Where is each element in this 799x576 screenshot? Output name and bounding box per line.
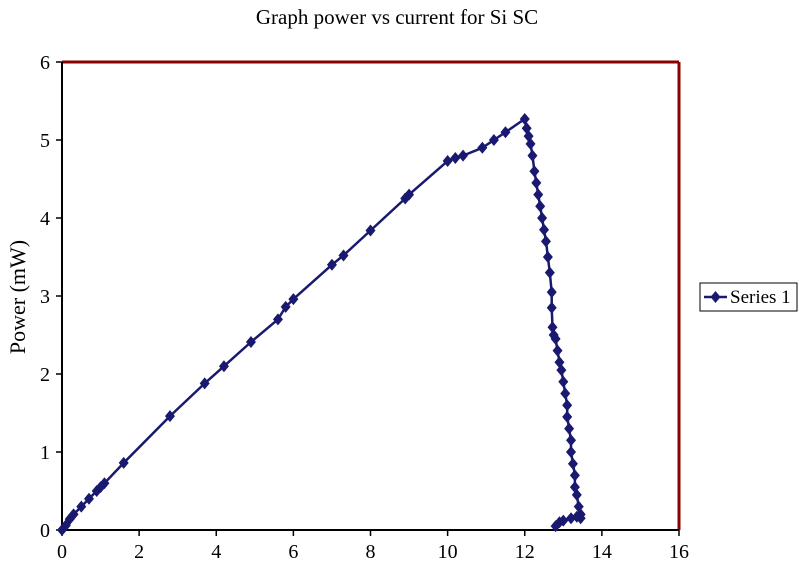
x-tick-label: 4 xyxy=(211,541,221,563)
x-tick-label: 0 xyxy=(57,541,67,563)
y-tick-label: 5 xyxy=(40,130,50,152)
data-point-marker xyxy=(547,321,558,334)
data-point-marker xyxy=(540,235,551,248)
x-tick-label: 14 xyxy=(592,541,612,563)
data-point-marker xyxy=(272,313,283,326)
data-point-marker xyxy=(525,137,536,150)
data-point-marker xyxy=(338,249,349,262)
plot-area xyxy=(61,60,681,531)
data-point-marker xyxy=(477,141,488,154)
data-point-marker xyxy=(519,112,530,125)
legend-marker xyxy=(710,291,721,303)
data-point-marker xyxy=(245,336,256,349)
y-axis-label: Power (mW) xyxy=(5,240,30,354)
data-point-marker xyxy=(326,258,337,271)
data-point-marker xyxy=(442,155,453,168)
data-point-marker xyxy=(566,446,577,458)
data-point-marker xyxy=(500,126,511,139)
data-point-marker xyxy=(546,286,557,299)
y-tick-label: 0 xyxy=(40,520,50,542)
data-point-marker xyxy=(529,165,540,178)
data-point-marker xyxy=(365,224,376,237)
data-point-marker xyxy=(552,344,563,357)
x-tick-label: 2 xyxy=(134,541,144,563)
data-point-marker xyxy=(404,188,415,201)
data-point-marker xyxy=(68,508,79,521)
x-tick-label: 10 xyxy=(438,541,458,563)
x-tick-label: 12 xyxy=(515,541,535,563)
data-point-marker xyxy=(564,422,575,435)
data-point-marker xyxy=(562,410,573,423)
series-layer xyxy=(57,112,586,536)
data-point-marker xyxy=(535,200,546,213)
data-point-marker xyxy=(558,375,569,388)
data-point-marker xyxy=(537,212,548,224)
data-point-marker xyxy=(550,332,561,345)
data-point-marker xyxy=(76,500,87,513)
data-point-marker xyxy=(83,492,94,505)
data-point-marker xyxy=(533,188,544,201)
data-point-marker xyxy=(99,477,110,490)
y-tick-label: 6 xyxy=(40,52,50,74)
y-tick-label: 1 xyxy=(40,442,50,464)
data-point-marker xyxy=(546,301,557,314)
data-point-marker xyxy=(571,488,582,501)
data-point-marker xyxy=(560,387,571,400)
data-point-marker xyxy=(544,266,555,279)
data-point-marker xyxy=(164,410,175,423)
series-line xyxy=(61,117,582,531)
data-point-marker xyxy=(199,377,210,390)
legend: Series 1 xyxy=(699,282,798,312)
data-point-marker xyxy=(527,149,538,162)
data-point-marker xyxy=(539,223,550,236)
x-axis-ticks: 0 2 4 6 8 10 12 14 16 xyxy=(57,530,689,563)
x-tick-label: 16 xyxy=(669,541,689,563)
data-point-marker xyxy=(556,364,567,377)
y-tick-label: 4 xyxy=(40,208,50,230)
data-point-marker xyxy=(542,251,553,263)
data-point-marker xyxy=(567,457,578,470)
legend-series-1-label: Series 1 xyxy=(730,287,791,308)
data-point-marker xyxy=(550,520,561,533)
x-tick-label: 8 xyxy=(366,541,376,563)
data-point-marker xyxy=(562,399,573,412)
data-point-marker xyxy=(450,151,461,164)
data-point-marker xyxy=(118,456,129,469)
chart-title: Graph power vs current for Si SC xyxy=(256,5,538,29)
data-point-marker xyxy=(566,434,577,447)
data-point-marker xyxy=(488,134,499,146)
data-point-marker xyxy=(288,293,299,306)
y-tick-label: 2 xyxy=(40,364,50,386)
data-point-marker xyxy=(531,176,542,189)
data-point-marker xyxy=(458,149,469,162)
data-point-marker xyxy=(218,360,229,373)
y-tick-label: 3 xyxy=(40,286,50,308)
data-point-marker xyxy=(569,469,580,482)
y-axis-ticks: 0 1 2 3 4 5 6 xyxy=(40,52,62,542)
x-tick-label: 6 xyxy=(288,541,298,563)
data-point-marker xyxy=(566,512,577,525)
data-point-marker xyxy=(280,300,291,313)
